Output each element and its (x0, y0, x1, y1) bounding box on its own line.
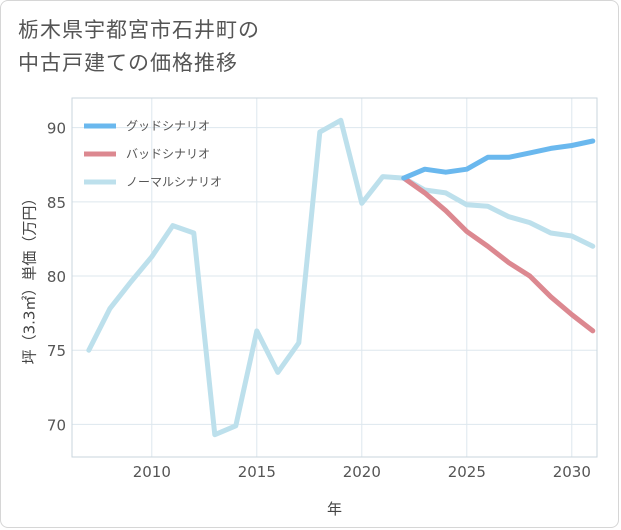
chart-title: 栃木県宇都宮市石井町の 中古戸建ての価格推移 (18, 14, 260, 80)
plot-area-frame (71, 97, 598, 458)
y-tick-label: 70 (47, 416, 66, 434)
x-tick-label: 2010 (133, 463, 171, 481)
series-lines (86, 117, 596, 438)
x-tick-label: 2025 (448, 463, 486, 481)
y-tick-label: 90 (47, 120, 66, 138)
legend-label: グッドシナリオ (126, 119, 210, 133)
x-tick-label: 2015 (238, 463, 276, 481)
axis-ticks: 2010 2015 2020 2025 2030 70 75 80 85 90 (47, 120, 591, 481)
x-tick-label: 2020 (343, 463, 381, 481)
series-line-0 (401, 138, 596, 181)
legend-label: バッドシナリオ (126, 147, 210, 161)
x-axis-label: 年 (327, 500, 342, 518)
chart-title-line-1: 栃木県宇都宮市石井町の (18, 18, 260, 42)
series-line-1 (401, 175, 596, 334)
legend-label: ノーマルシナリオ (126, 175, 222, 189)
y-tick-label: 85 (47, 194, 66, 212)
series-line-2 (86, 117, 596, 438)
grid (72, 98, 597, 457)
y-axis-label: 坪（3.3㎡）単価（万円） (21, 191, 39, 365)
x-tick-label: 2030 (553, 463, 591, 481)
y-tick-label: 80 (47, 268, 66, 286)
y-tick-label: 75 (47, 342, 66, 360)
chart-title-line-2: 中古戸建ての価格推移 (18, 51, 238, 75)
